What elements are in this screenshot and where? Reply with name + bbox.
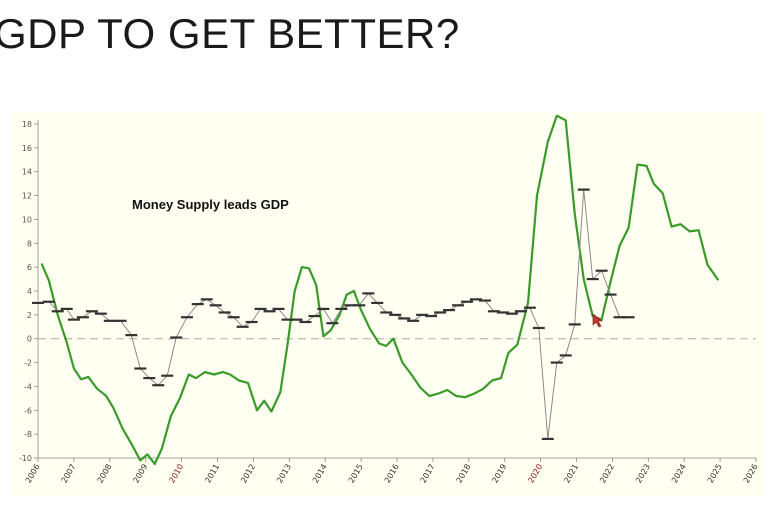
y-tick-label: 4 (27, 287, 32, 296)
y-tick-label: -6 (24, 406, 32, 415)
x-tick-label: 2024 (670, 463, 688, 485)
x-tick-label: 2015 (347, 463, 365, 485)
x-tick-label: 2021 (562, 463, 580, 485)
y-tick-label: 14 (22, 168, 32, 177)
x-tick-label: 2011 (203, 463, 221, 485)
y-tick-label: 2 (27, 311, 32, 320)
x-tick-label: 2013 (275, 463, 293, 485)
mouse-cursor-icon (592, 313, 603, 328)
x-axis-ticks: 2006 2007 2008 2009 2010 2011 2012 2013 2014 2015… (24, 458, 760, 485)
x-tick-label: 2008 (96, 463, 114, 485)
x-tick-label: 2025 (706, 463, 724, 485)
y-tick-label: 16 (22, 144, 32, 153)
x-tick-label: 2016 (383, 463, 401, 485)
x-tick-label: 2019 (490, 463, 508, 485)
y-axis-ticks: -10 -8 -6 -4 -2 0 2 4 6 8 10 12 14 16 18 (19, 120, 38, 463)
x-tick-label: 2020 (526, 463, 544, 485)
x-tick-label: 2006 (24, 463, 42, 485)
y-tick-label: 10 (22, 215, 32, 224)
slide-title: GDP TO GET BETTER? (0, 10, 460, 57)
series-group (32, 114, 720, 466)
y-tick-label: -10 (19, 454, 32, 463)
chart-panel: -10 -8 -6 -4 -2 0 2 4 6 8 10 12 14 16 18 2006 2007 2008 2… (12, 112, 764, 496)
chart-annotation: Money Supply leads GDP (132, 197, 289, 212)
green-series-line (40, 114, 720, 466)
x-tick-label: 2017 (419, 463, 437, 485)
x-tick-label: 2014 (311, 463, 329, 485)
step-series-connector (37, 189, 629, 439)
y-tick-label: 18 (22, 120, 32, 129)
y-tick-label: -4 (24, 382, 32, 391)
y-tick-label: 8 (27, 239, 32, 248)
y-tick-label: 6 (27, 263, 32, 272)
x-tick-label: 2018 (455, 463, 473, 485)
x-tick-label: 2010 (167, 463, 185, 485)
x-tick-label: 2012 (239, 463, 257, 485)
x-tick-label: 2026 (742, 463, 760, 485)
x-tick-label: 2022 (598, 463, 616, 485)
y-tick-label: 12 (22, 192, 32, 201)
x-tick-label: 2009 (131, 463, 149, 485)
y-tick-label: -8 (24, 430, 32, 439)
x-tick-label: 2007 (60, 463, 78, 485)
x-tick-label: 2023 (634, 463, 652, 485)
y-tick-label: 0 (27, 335, 32, 344)
y-tick-label: -2 (24, 359, 32, 368)
